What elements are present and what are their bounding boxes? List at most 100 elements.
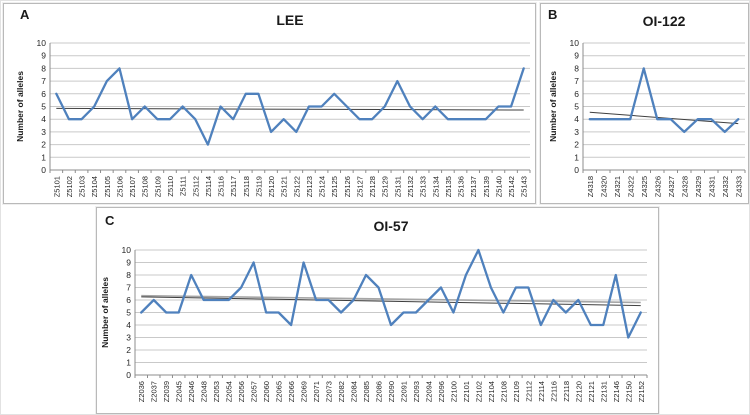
x-tick-label: Z2060	[262, 381, 271, 402]
x-tick-label: Z5111	[179, 176, 188, 196]
x-tick-label: Z2045	[175, 381, 184, 402]
x-tick-label: Z2108	[499, 381, 508, 402]
y-tick-label: 5	[574, 102, 579, 112]
x-tick-label: Z5122	[292, 176, 301, 197]
x-tick-label: Z2039	[162, 381, 171, 402]
x-tick-label: Z5105	[103, 176, 112, 197]
y-tick-label: 5	[126, 308, 131, 318]
x-tick-label: Z2069	[300, 381, 309, 402]
x-tick-label: Z5120	[267, 176, 276, 197]
y-tick-label: 2	[126, 345, 131, 355]
x-tick-label: Z5125	[330, 176, 339, 197]
x-tick-label: Z5135	[444, 176, 453, 197]
x-tick-label: Z4328	[680, 176, 689, 197]
y-tick-label: 8	[41, 63, 46, 73]
x-tick-label: Z5104	[90, 176, 99, 197]
x-tick-label: Z2100	[449, 381, 458, 402]
panel-c: C OI-57 0 1 2 3 4 5 6 7 8 9 10 Z2036 Z2037 Z2039 Z2045…	[96, 207, 659, 414]
x-tick-label: Z2084	[350, 381, 359, 402]
x-tick-label: Z2150	[624, 381, 633, 402]
x-tick-label: Z5103	[78, 176, 87, 197]
y-tick-label: 3	[126, 333, 131, 343]
y-tick-label: 0	[574, 165, 579, 175]
x-tick-label: Z2118	[562, 381, 571, 402]
y-tick-label: 8	[574, 63, 579, 73]
x-tick-label: Z5117	[229, 176, 238, 197]
y-axis-title: Number of alleles	[548, 71, 558, 142]
x-tick-label: Z5142	[507, 176, 516, 197]
x-tick-label: Z5112	[191, 176, 200, 197]
x-tick-label: Z5106	[115, 176, 124, 197]
x-tick-label: Z5119	[254, 176, 263, 197]
x-tick-label: Z5114	[204, 176, 213, 197]
panel-letter-c: C	[105, 213, 115, 228]
x-tick-label: Z2046	[187, 381, 196, 402]
y-tick-label: 8	[126, 270, 131, 280]
y-tick-label: 4	[41, 114, 46, 124]
x-tick-label: Z5137	[469, 176, 478, 197]
x-tick-label: Z5139	[482, 176, 491, 197]
x-tick-label: Z2082	[337, 381, 346, 402]
x-tick-label: Z5140	[494, 176, 503, 197]
x-tick-label: Z5108	[141, 176, 150, 197]
x-tick-label: Z2116	[549, 381, 558, 402]
y-tick-label: 10	[37, 38, 47, 48]
y-tick-label: 9	[41, 51, 46, 61]
y-tick-label: 7	[574, 76, 579, 86]
y-tick-label: 0	[126, 370, 131, 380]
x-tick-label: Z4318	[586, 176, 595, 197]
x-tick-label: Z2093	[412, 381, 421, 402]
x-tick-label: Z2054	[225, 381, 234, 402]
y-tick-label: 10	[570, 38, 580, 48]
x-tick-label: Z4333	[734, 176, 743, 197]
x-tick-label: Z4332	[721, 176, 730, 197]
x-tick-label: Z4329	[694, 176, 703, 197]
x-tick-label: Z2146	[612, 381, 621, 402]
x-tick-label: Z2101	[462, 381, 471, 402]
x-tick-label: Z2131	[599, 381, 608, 402]
x-tick-label: Z2053	[212, 381, 221, 402]
x-tick-label: Z2085	[362, 381, 371, 402]
y-tick-label: 9	[126, 258, 131, 268]
y-tick-label: 4	[574, 114, 579, 124]
series-line	[140, 248, 642, 339]
linear-trend	[56, 107, 524, 111]
x-tick-label: Z2152	[637, 381, 646, 402]
x-tick-label: Z5129	[381, 176, 390, 197]
x-tick-label: Z4322	[626, 176, 635, 197]
x-tick-label: Z2090	[387, 381, 396, 402]
series-line	[588, 67, 740, 134]
panel-letter-a: A	[20, 7, 30, 22]
gray-trend	[141, 294, 641, 304]
chart-title-oi122: OI-122	[642, 13, 686, 29]
y-tick-label: 3	[41, 127, 46, 137]
y-axis-title: Number of alleles	[100, 277, 110, 348]
x-tick-label: Z2096	[437, 381, 446, 402]
y-tick-label: 0	[41, 165, 46, 175]
plot-area-oi122: 0 1 2 3 4 5 6 7 8 9 10 Z4318 Z4320 Z4321 Z4322 Z4325 Z43…	[548, 38, 746, 197]
x-tick-label: Z2086	[375, 381, 384, 402]
x-tick-label: Z2109	[512, 381, 521, 402]
x-tick-label: Z4326	[653, 176, 662, 197]
x-tick-label: Z2037	[150, 381, 159, 402]
x-tick-label: Z5118	[242, 176, 251, 197]
x-tick-label: Z5132	[406, 176, 415, 197]
x-tick-label: Z2120	[574, 381, 583, 402]
x-tick-label: Z2102	[474, 381, 483, 402]
y-tick-label: 1	[574, 152, 579, 162]
x-tick-label: Z5109	[153, 176, 162, 197]
x-tick-label: Z4331	[707, 176, 716, 197]
x-tick-label: Z2036	[137, 381, 146, 402]
x-tick-label: Z2094	[424, 381, 433, 402]
x-tick-label: Z5133	[419, 176, 428, 197]
y-tick-label: 6	[41, 89, 46, 99]
x-tick-label: Z5143	[520, 176, 529, 197]
x-tick-label: Z5123	[305, 176, 314, 197]
x-tick-label: Z4321	[613, 176, 622, 197]
panel-letter-b: B	[548, 7, 558, 22]
y-tick-label: 6	[126, 295, 131, 305]
x-tick-label: Z5136	[457, 176, 466, 197]
x-tick-label: Z5127	[355, 176, 364, 197]
